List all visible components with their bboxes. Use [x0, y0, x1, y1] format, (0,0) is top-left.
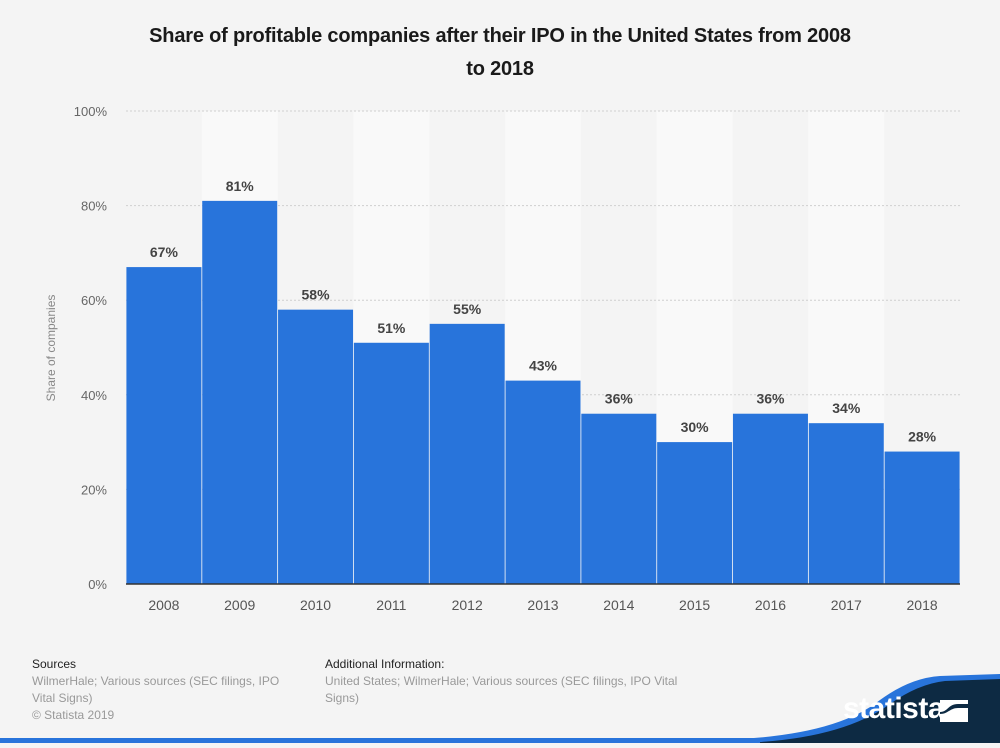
x-tick-label: 2016 — [755, 597, 786, 613]
x-tick-label: 2017 — [831, 597, 862, 613]
bar-chart: 0% 20% 40% 60% 80% 100% 67% 81% 58% 51% 55% 43% 36%… — [44, 104, 960, 613]
bar-2013[interactable] — [505, 380, 581, 584]
value-label: 43% — [529, 358, 558, 374]
y-tick-label: 100% — [74, 104, 108, 119]
bar-2015[interactable] — [657, 442, 733, 584]
bar-2018[interactable] — [884, 451, 960, 584]
sources-heading: Sources — [32, 657, 77, 671]
y-axis-ticks: 0% 20% 40% 60% 80% 100% — [74, 104, 108, 592]
chart-title-line-1: Share of profitable companies after thei… — [149, 25, 851, 47]
bar-2016[interactable] — [732, 413, 808, 584]
sources-block: Sources WilmerHale; Various sources (SEC… — [32, 656, 279, 724]
x-axis-ticks: 2008 2009 2010 2011 2012 2013 2014 2015 2016 2017… — [148, 597, 938, 613]
chart-title-line-2: to 2018 — [466, 58, 534, 80]
additional-info-line-1: United States; WilmerHale; Various sourc… — [325, 674, 678, 688]
x-tick-label: 2015 — [679, 597, 710, 613]
y-axis-label: Share of companies — [44, 295, 58, 402]
x-tick-label: 2011 — [376, 597, 406, 613]
bar-2008[interactable] — [126, 267, 202, 584]
y-tick-label: 20% — [81, 482, 107, 497]
chart-title: Share of profitable companies after thei… — [100, 20, 900, 86]
x-tick-label: 2009 — [224, 597, 255, 613]
x-tick-label: 2018 — [907, 597, 938, 613]
statista-logo: statista — [843, 692, 945, 725]
y-tick-label: 80% — [81, 199, 107, 214]
bar-2009[interactable] — [202, 200, 278, 584]
bars — [126, 200, 960, 584]
bar-2014[interactable] — [581, 413, 657, 584]
x-tick-label: 2014 — [603, 597, 634, 613]
bar-2017[interactable] — [808, 423, 884, 584]
value-label: 36% — [756, 391, 785, 407]
y-tick-label: 40% — [81, 388, 107, 403]
y-tick-label: 60% — [81, 293, 107, 308]
value-label: 28% — [908, 429, 937, 445]
x-tick-label: 2012 — [452, 597, 483, 613]
value-label: 58% — [302, 287, 331, 303]
statista-logo-icon — [940, 700, 968, 722]
y-tick-label: 0% — [88, 577, 107, 592]
value-label: 81% — [226, 178, 255, 194]
value-label: 34% — [832, 400, 861, 416]
value-label: 51% — [377, 320, 406, 336]
x-tick-label: 2010 — [300, 597, 331, 613]
value-labels: 67% 81% 58% 51% 55% 43% 36% 30% 36% 34% 28% — [150, 178, 937, 445]
x-tick-label: 2013 — [527, 597, 558, 613]
additional-info-block: Additional Information: United States; W… — [325, 656, 715, 707]
additional-info-line-2: Signs) — [325, 691, 360, 705]
bar-2010[interactable] — [278, 309, 354, 584]
sources-line-2: Vital Signs) — [32, 691, 93, 705]
value-label: 30% — [681, 419, 710, 435]
additional-info-heading: Additional Information: — [325, 657, 445, 671]
bar-2011[interactable] — [353, 342, 429, 584]
value-label: 55% — [453, 301, 482, 317]
sources-line-1: WilmerHale; Various sources (SEC filings… — [32, 674, 280, 688]
bar-2012[interactable] — [429, 323, 505, 584]
value-label: 67% — [150, 244, 179, 260]
copyright: © Statista 2019 — [32, 708, 115, 722]
x-tick-label: 2008 — [148, 597, 179, 613]
value-label: 36% — [605, 391, 634, 407]
